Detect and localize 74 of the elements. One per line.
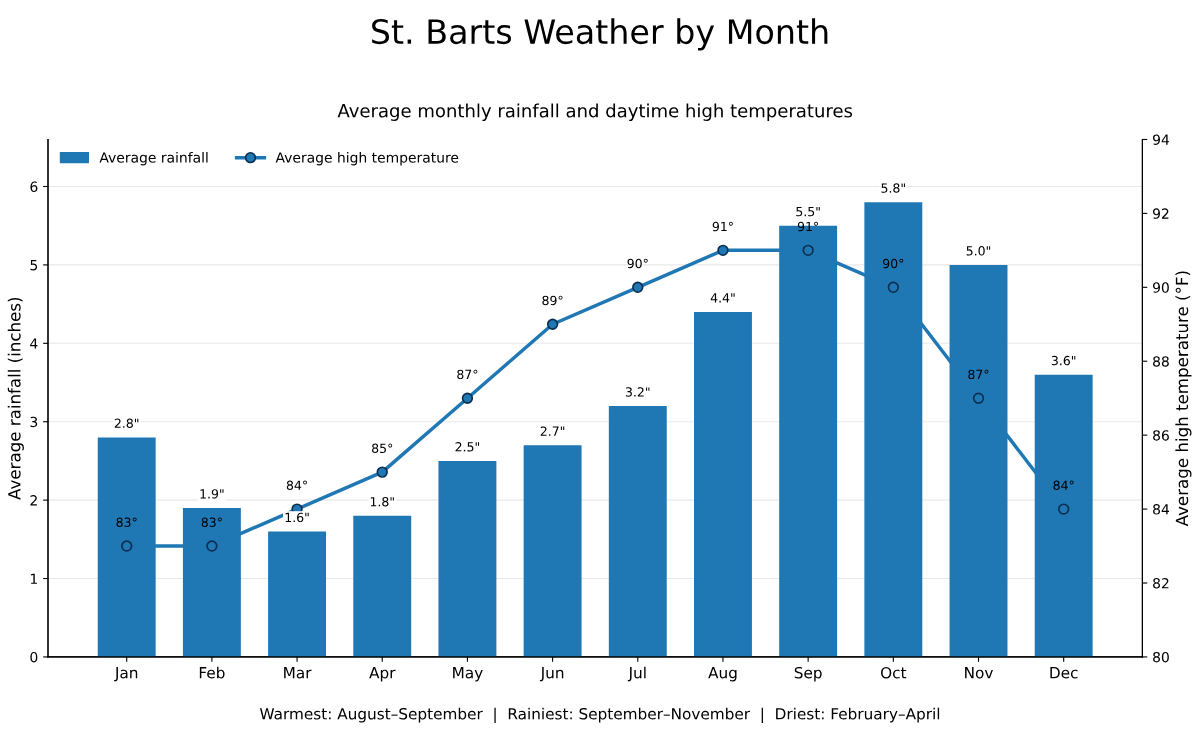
x-tick-label: Aug (708, 667, 737, 682)
x-tick-label: Jan (114, 667, 138, 682)
data-label: 1.9" (200, 489, 224, 499)
data-label: 84° (286, 480, 307, 490)
bar (353, 515, 412, 657)
y2-tick-label: 80 (1153, 651, 1169, 663)
point (972, 392, 985, 404)
data-label: 3.2" (625, 387, 650, 397)
point (461, 392, 474, 404)
data-label: 91° (712, 221, 733, 232)
y-tick-label: 4 (30, 338, 38, 349)
y2-tick-label: 94 (1153, 134, 1170, 145)
data-label: 2.8" (114, 418, 139, 429)
data-label: 5.0" (966, 246, 991, 256)
y-tick-label: 6 (30, 181, 38, 192)
y-tick-label: 5 (30, 260, 38, 271)
text: Warmest: August–September | Rainiest: September–November | Driest: February–April (259, 707, 940, 723)
point (887, 281, 900, 294)
data-label: 4.4" (710, 293, 735, 303)
x-tick-label: Apr (369, 667, 396, 682)
bar (438, 460, 497, 657)
data-label: 5.5" (796, 207, 820, 217)
x-tick-label: Dec (1050, 667, 1078, 679)
data-label: 83° (201, 517, 222, 527)
y-tick-label: 2 (30, 495, 37, 506)
y2-tick-label: 84 (1153, 504, 1170, 515)
chart-title: St. Barts Weather by Month (372, 18, 828, 51)
data-label: 1.8" (370, 496, 394, 507)
point (717, 244, 729, 257)
x-tick-label: Oct (880, 666, 907, 679)
data-label: 83° (116, 517, 137, 527)
x-tick-label: Jul (627, 666, 646, 682)
y2-tick-label: 92 (1153, 208, 1169, 219)
chart-subtitle: Average monthly rainfall and daytime high temperatures (337, 103, 853, 121)
legend-label: Average rainfall (99, 151, 208, 166)
point (121, 540, 133, 552)
point (206, 540, 218, 552)
data-label: 85° (372, 443, 393, 454)
y2-tick-label: 88 (1153, 356, 1169, 367)
x-tick-label: Feb (199, 666, 225, 679)
point (376, 466, 388, 478)
data-label: 2.5" (455, 442, 480, 452)
x-tick-label: Nov (965, 667, 993, 679)
y2-tick-label: 90 (1153, 282, 1169, 293)
x-tick-label: May (453, 667, 483, 682)
data-label: 5.8" (881, 183, 905, 193)
data-label: 84° (1053, 480, 1074, 490)
bar (523, 445, 582, 657)
data-label: 90° (883, 258, 904, 269)
x-tick-label: Jun (539, 667, 564, 682)
data-label: 87° (968, 369, 989, 380)
y-tick-label: 3 (30, 416, 38, 428)
data-label: 89° (542, 295, 563, 306)
y2-tick-label: 86 (1153, 430, 1169, 441)
data-label: 3.6" (1051, 355, 1076, 366)
data-label: 1.6" (285, 512, 309, 523)
y-axis-title: Average rainfall (inches) (7, 297, 24, 500)
point (632, 281, 644, 294)
data-label: 90° (627, 258, 648, 269)
point (546, 318, 559, 330)
y2-axis-title: Average high temperature (°F) (1175, 271, 1192, 527)
legend-label: Average high temperature (275, 151, 459, 166)
point (1057, 503, 1070, 515)
point (802, 244, 814, 257)
data-label: 87° (457, 369, 478, 380)
x-tick-label: Sep (794, 666, 822, 682)
y2-tick-label: 82 (1153, 577, 1169, 589)
x-tick-label: Mar (284, 667, 312, 679)
data-label: 2.7" (540, 426, 565, 436)
y-tick-label: 0 (30, 651, 38, 663)
bar (608, 406, 667, 657)
bar (694, 311, 752, 657)
y-tick-label: 1 (30, 573, 37, 584)
bar (268, 531, 327, 657)
